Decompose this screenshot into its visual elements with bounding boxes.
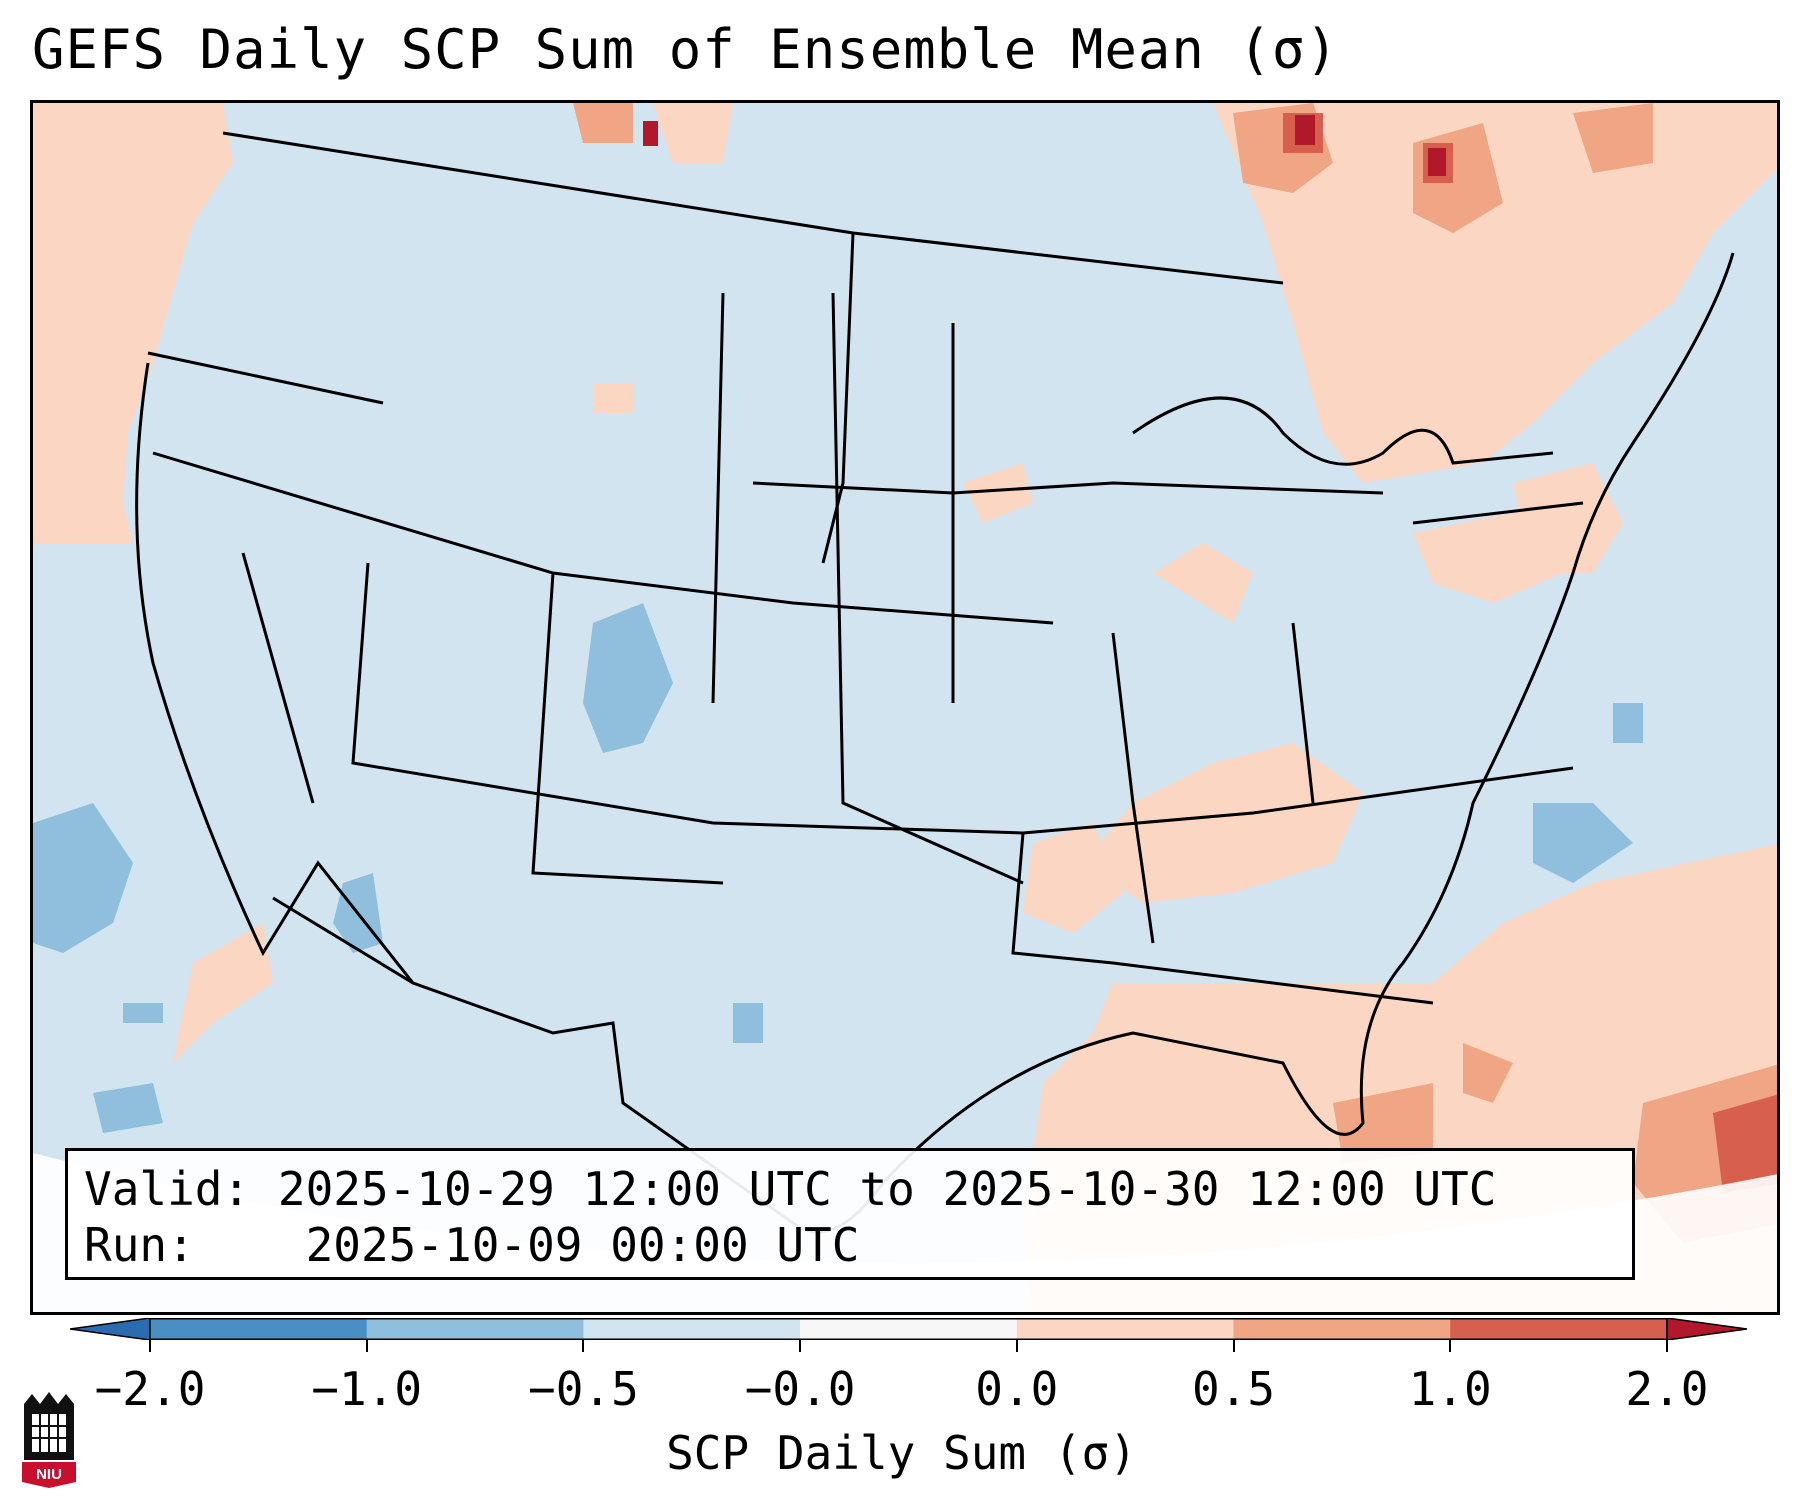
extreme-positive-layer (643, 115, 1446, 176)
run-value: 2025-10-09 00:00 UTC (305, 1218, 860, 1272)
colorbar-outline (149, 1318, 1668, 1340)
colorbar-segment (1450, 1318, 1668, 1340)
colorbar-label: SCP Daily Sum (σ) (666, 1426, 1137, 1480)
colorbar-tick-mark (1232, 1340, 1235, 1352)
run-label: Run: (84, 1218, 195, 1272)
colorbar-tick-mark (799, 1340, 802, 1352)
valid-value: 2025-10-29 12:00 UTC to 2025-10-30 12:00… (277, 1162, 1497, 1216)
colorbar-extend-low (70, 1318, 151, 1340)
colorbar-segment (1016, 1318, 1234, 1340)
colorbar-segment (1233, 1318, 1451, 1340)
colorbar-segment (150, 1318, 368, 1340)
map-title: GEFS Daily SCP Sum of Ensemble Mean (σ) (32, 18, 1339, 81)
colorbar-extend-high (1666, 1318, 1748, 1340)
colorbar-tick-mark (1015, 1340, 1018, 1352)
colorbar (70, 1318, 1748, 1340)
map-panel (30, 100, 1780, 1315)
colorbar-tick-mark (1665, 1340, 1668, 1352)
niu-logo: NIU (22, 1392, 76, 1488)
valid-label: Valid: (84, 1162, 251, 1216)
validity-info-box: Valid: 2025-10-29 12:00 UTC to 2025-10-3… (65, 1148, 1635, 1280)
colorbar-tick-label: −1.0 (311, 1362, 423, 1416)
colorbar-tick-mark (149, 1340, 151, 1352)
colorbar-tick-label: −0.0 (744, 1362, 856, 1416)
logo-text: NIU (36, 1466, 62, 1483)
colorbar-tick-label: −0.5 (528, 1362, 639, 1416)
scp-map (33, 103, 1777, 1312)
colorbar-tick-label: 1.0 (1408, 1362, 1492, 1416)
boundary-lines (135, 131, 1735, 1234)
colorbar-tick-mark (1449, 1340, 1452, 1352)
colorbar-tick-mark (582, 1340, 585, 1352)
colorbar-segment (366, 1318, 584, 1340)
colorbar-tick-mark (365, 1340, 368, 1352)
colorbar-segment (583, 1318, 801, 1340)
colorbar-tick-label: 2.0 (1625, 1362, 1709, 1416)
colorbar-tick-label: −2.0 (94, 1362, 206, 1416)
colorbar-segment (800, 1318, 1018, 1340)
negative-anomaly-layer (33, 603, 1643, 1133)
colorbar-tick-label: 0.5 (1191, 1362, 1276, 1416)
colorbar-tick-label: 0.0 (975, 1362, 1059, 1416)
